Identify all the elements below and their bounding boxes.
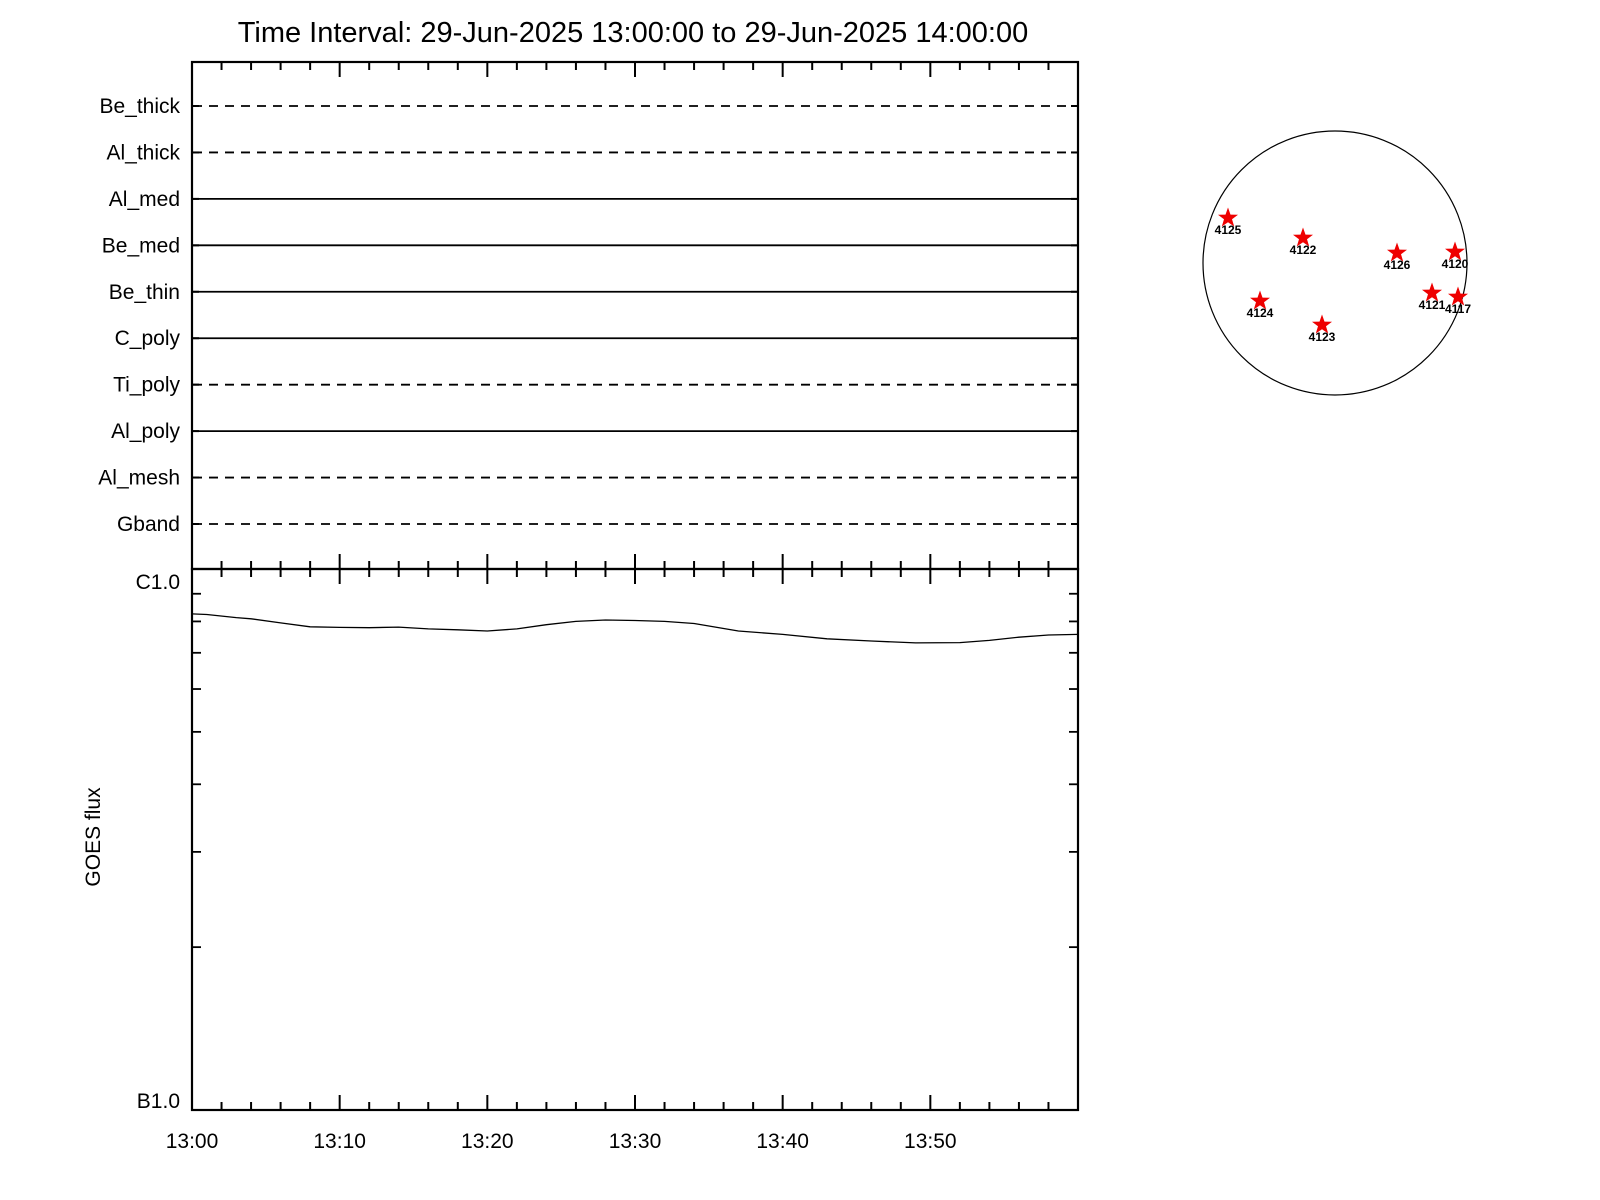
x-tick-label-1340: 13:40 xyxy=(756,1130,809,1153)
solar-disk-panel: 4125 4122 4126 4120 4124 4121 4117 4123 xyxy=(1202,130,1471,396)
filter-panel-frame xyxy=(190,60,1080,571)
active-region-label-4125: 4125 xyxy=(1215,223,1242,237)
filter-label-Gband: Gband xyxy=(117,513,180,536)
active-region-label-4121: 4121 xyxy=(1419,298,1446,312)
active-region-star-4124 xyxy=(1250,290,1270,310)
x-tick-label-1330: 13:30 xyxy=(609,1130,662,1153)
filter-timeline-panel: Be_thick Al_thick Al_med Be_med Be_thin C_pol… xyxy=(98,60,1080,571)
active-region-star-4122 xyxy=(1293,227,1313,247)
x-tick-label-1350: 13:50 xyxy=(904,1130,957,1153)
goes-axis-title: GOES flux xyxy=(82,787,105,887)
active-region-label-4123: 4123 xyxy=(1309,330,1336,344)
filter-label-Be_thick: Be_thick xyxy=(99,95,180,118)
active-region-label-4124: 4124 xyxy=(1247,306,1274,320)
active-region-label-4120: 4120 xyxy=(1442,257,1469,271)
active-region-star-4117 xyxy=(1448,286,1468,306)
active-region-label-4117: 4117 xyxy=(1445,302,1471,316)
solar-limb-circle xyxy=(1202,130,1468,396)
active-region-star-4121 xyxy=(1422,282,1442,302)
active-region-label-4122: 4122 xyxy=(1290,243,1317,257)
filter-label-Al_med: Al_med xyxy=(109,188,180,211)
goes-flux-panel: 13:00 13:10 13:20 13:30 13:40 13:50 xyxy=(166,567,1080,1153)
goes-ymax-label: C1.0 xyxy=(136,571,180,594)
plot-title: Time Interval: 29-Jun-2025 13:00:00 to 2… xyxy=(238,17,1029,49)
goes-flux-curve xyxy=(191,613,1079,644)
filter-label-Al_mesh: Al_mesh xyxy=(98,467,180,490)
x-tick-label-1300: 13:00 xyxy=(166,1130,219,1153)
goes-ymin-label: B1.0 xyxy=(137,1090,180,1113)
active-region-star-4123 xyxy=(1312,314,1332,334)
goes-panel-frame xyxy=(190,567,1080,1112)
x-tick-label-1320: 13:20 xyxy=(461,1130,514,1153)
filter-label-C_poly: C_poly xyxy=(115,327,181,350)
filter-label-Ti_poly: Ti_poly xyxy=(113,374,180,397)
active-region-label-4126: 4126 xyxy=(1384,258,1411,272)
x-tick-label-1310: 13:10 xyxy=(313,1130,366,1153)
active-region-star-4120 xyxy=(1445,241,1465,261)
filter-label-Be_med: Be_med xyxy=(102,234,180,257)
active-region-star-4126 xyxy=(1387,242,1407,262)
active-region-star-4125 xyxy=(1218,207,1238,227)
filter-label-Al_thick: Al_thick xyxy=(106,141,180,164)
filter-label-Al_poly: Al_poly xyxy=(111,420,180,443)
filter-label-Be_thin: Be_thin xyxy=(109,281,180,304)
